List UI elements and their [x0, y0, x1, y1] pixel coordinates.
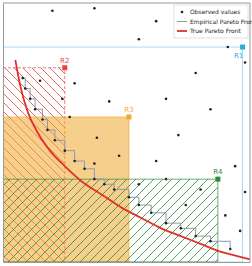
point — [34, 108, 37, 111]
point — [93, 178, 96, 181]
reference-point — [62, 65, 67, 70]
legend-label: Observed values — [190, 8, 240, 15]
point — [177, 134, 180, 137]
point — [199, 188, 202, 191]
point — [93, 162, 96, 165]
reference-point — [215, 177, 220, 182]
point — [29, 98, 32, 101]
chart: R1 R2 R3 R4 Observed values Empirical Pareto … — [0, 0, 252, 266]
reference-point — [240, 45, 245, 50]
legend-label: True Pareto Front — [189, 27, 241, 34]
point — [239, 230, 242, 233]
point — [229, 248, 232, 251]
point — [46, 129, 49, 132]
plot-area — [3, 7, 250, 262]
point — [150, 211, 153, 214]
axis-line — [4, 262, 251, 263]
point — [155, 20, 158, 23]
point — [108, 100, 111, 103]
legend-symbol — [177, 21, 187, 22]
point — [180, 227, 183, 230]
axis-line — [3, 4, 4, 263]
reference-label: R4 — [213, 168, 223, 176]
reference-label: R2 — [60, 57, 69, 65]
point — [113, 188, 116, 191]
point — [155, 160, 158, 163]
point — [138, 183, 141, 186]
dominated-region — [3, 179, 218, 262]
y-axis — [3, 4, 4, 263]
point — [209, 240, 212, 243]
point — [184, 204, 187, 207]
point — [83, 167, 86, 170]
point — [234, 165, 237, 168]
dominated-region — [3, 47, 243, 262]
point — [226, 46, 229, 49]
point — [21, 77, 24, 80]
point — [103, 183, 106, 186]
legend-symbol — [181, 11, 184, 14]
point — [51, 9, 54, 12]
x-axis — [4, 262, 251, 263]
point — [165, 98, 168, 101]
legend-label: Empirical Pareto Front — [190, 18, 252, 26]
point — [165, 178, 168, 181]
point — [24, 87, 27, 90]
reference-point — [126, 114, 131, 119]
point — [68, 116, 71, 119]
point — [93, 7, 96, 10]
reference-label: R3 — [124, 106, 133, 114]
point — [194, 72, 197, 75]
point — [138, 204, 141, 207]
legend-symbol — [177, 30, 187, 32]
point — [41, 118, 44, 121]
point — [244, 61, 247, 64]
reference-label: R1 — [234, 52, 243, 60]
point — [73, 160, 76, 163]
point — [118, 155, 121, 158]
point — [54, 139, 57, 142]
frame — [250, 3, 251, 262]
empirical-front-line — [23, 78, 230, 249]
point — [39, 79, 42, 82]
point — [96, 136, 99, 139]
point — [63, 149, 66, 152]
point — [209, 108, 212, 111]
point — [224, 214, 227, 217]
point — [128, 196, 131, 199]
true-front-line — [15, 60, 250, 259]
point — [244, 191, 247, 194]
point — [194, 235, 197, 238]
point — [138, 38, 141, 41]
frame — [3, 3, 250, 4]
point — [61, 98, 64, 101]
legend: Observed values Empirical Pareto FrontTru… — [174, 5, 252, 38]
point — [165, 222, 168, 225]
point — [73, 82, 76, 85]
